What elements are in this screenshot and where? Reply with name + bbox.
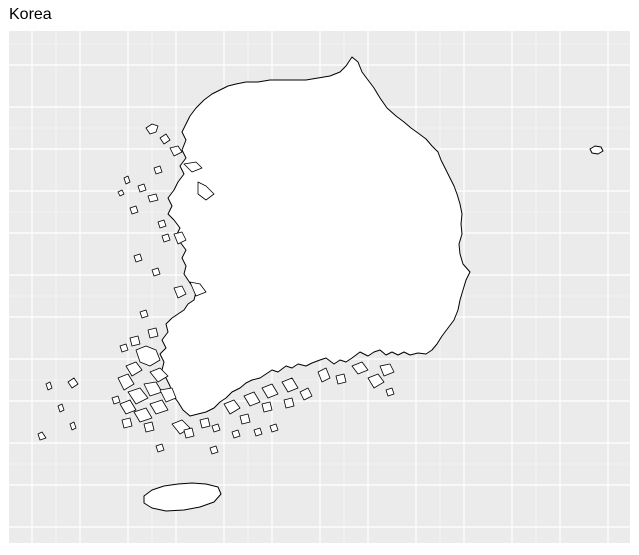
southwest-archipelago [37, 345, 221, 455]
ulleung-island [589, 145, 604, 155]
land [37, 56, 604, 512]
jeju-island [143, 482, 222, 512]
mainland-korea [159, 56, 471, 417]
west-coast-islands [117, 123, 215, 353]
map-title: Korea [9, 6, 52, 23]
south-coast-islands [223, 361, 395, 439]
